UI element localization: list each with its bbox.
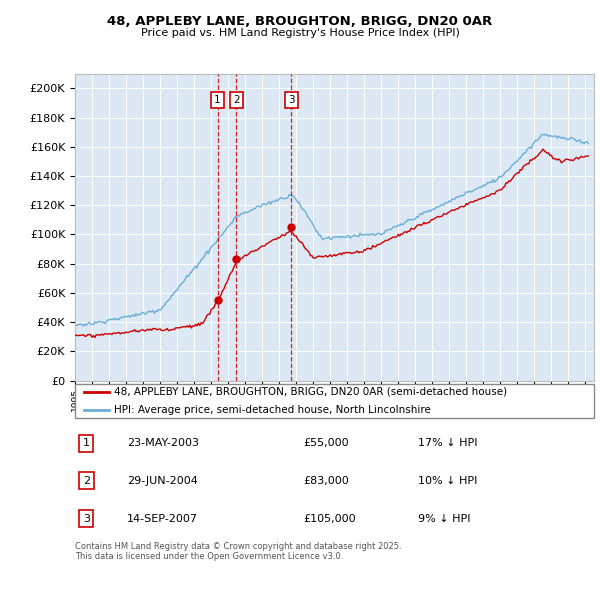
Text: 10% ↓ HPI: 10% ↓ HPI: [418, 476, 477, 486]
Text: £55,000: £55,000: [304, 438, 349, 448]
Text: 1: 1: [214, 95, 221, 105]
Text: Contains HM Land Registry data © Crown copyright and database right 2025.
This d: Contains HM Land Registry data © Crown c…: [75, 542, 401, 561]
Text: 2: 2: [233, 95, 240, 105]
Text: 48, APPLEBY LANE, BROUGHTON, BRIGG, DN20 0AR: 48, APPLEBY LANE, BROUGHTON, BRIGG, DN20…: [107, 15, 493, 28]
Text: £105,000: £105,000: [304, 514, 356, 523]
Text: 23-MAY-2003: 23-MAY-2003: [127, 438, 199, 448]
Text: 2: 2: [83, 476, 90, 486]
Text: 9% ↓ HPI: 9% ↓ HPI: [418, 514, 470, 523]
Text: 29-JUN-2004: 29-JUN-2004: [127, 476, 198, 486]
Text: 3: 3: [83, 514, 90, 523]
Text: 1: 1: [83, 438, 90, 448]
Text: £83,000: £83,000: [304, 476, 349, 486]
Text: Price paid vs. HM Land Registry's House Price Index (HPI): Price paid vs. HM Land Registry's House …: [140, 28, 460, 38]
Text: HPI: Average price, semi-detached house, North Lincolnshire: HPI: Average price, semi-detached house,…: [114, 405, 431, 415]
Text: 48, APPLEBY LANE, BROUGHTON, BRIGG, DN20 0AR (semi-detached house): 48, APPLEBY LANE, BROUGHTON, BRIGG, DN20…: [114, 386, 507, 396]
Text: 17% ↓ HPI: 17% ↓ HPI: [418, 438, 477, 448]
Text: 3: 3: [288, 95, 295, 105]
Text: 14-SEP-2007: 14-SEP-2007: [127, 514, 198, 523]
